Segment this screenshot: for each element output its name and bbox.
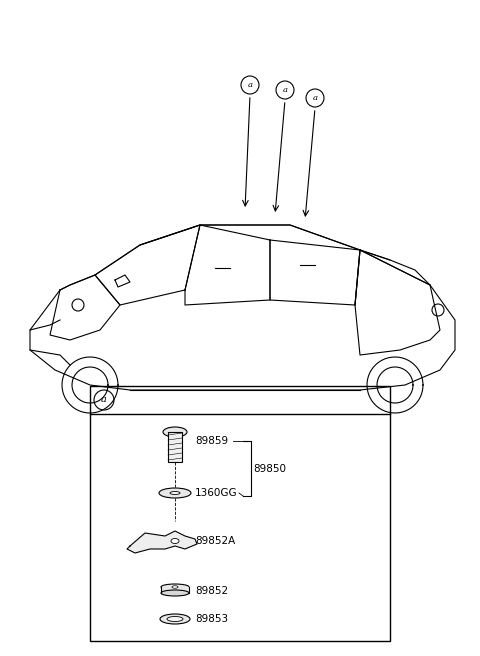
Ellipse shape bbox=[163, 427, 187, 437]
Ellipse shape bbox=[170, 491, 180, 495]
Text: 89852A: 89852A bbox=[195, 536, 235, 546]
Bar bbox=[90, 386, 390, 641]
Text: 1360GG: 1360GG bbox=[195, 488, 238, 498]
Text: 89852: 89852 bbox=[195, 586, 228, 596]
Text: 89853: 89853 bbox=[195, 614, 228, 624]
Text: a: a bbox=[312, 94, 317, 102]
Text: a: a bbox=[283, 86, 288, 94]
Ellipse shape bbox=[167, 617, 183, 621]
Ellipse shape bbox=[159, 488, 191, 498]
Text: 89859: 89859 bbox=[195, 436, 228, 446]
Text: a: a bbox=[248, 81, 252, 89]
Ellipse shape bbox=[171, 539, 179, 544]
Bar bbox=[161, 587, 189, 593]
Text: 89850: 89850 bbox=[253, 464, 286, 474]
Ellipse shape bbox=[161, 590, 189, 596]
Ellipse shape bbox=[160, 614, 190, 624]
Polygon shape bbox=[127, 531, 197, 553]
Text: a: a bbox=[101, 396, 107, 405]
Bar bbox=[168, 432, 182, 462]
Ellipse shape bbox=[161, 584, 189, 590]
Ellipse shape bbox=[172, 586, 178, 588]
